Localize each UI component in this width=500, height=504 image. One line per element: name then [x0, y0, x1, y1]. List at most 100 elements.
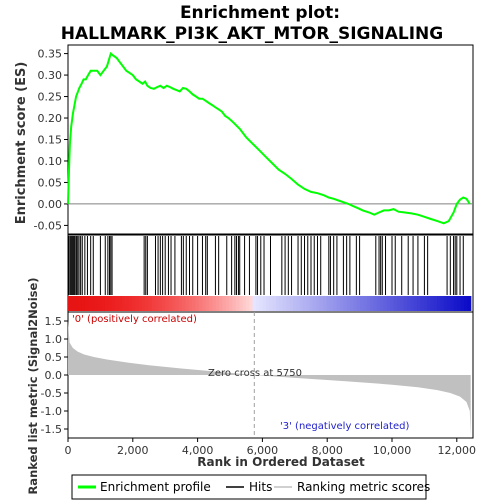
- correlation-band-segment: [282, 296, 287, 311]
- correlation-band-segment: [84, 296, 89, 311]
- es-ytick-label: 0.30: [38, 69, 63, 82]
- es-ytick-label: 0.10: [38, 155, 63, 168]
- x-tick-label: 6,000: [247, 444, 279, 457]
- legend-label-hits: Hits: [249, 480, 272, 494]
- correlation-band-segment: [366, 296, 371, 311]
- correlation-band-segment: [447, 296, 452, 311]
- x-tick-label: 12,000: [438, 444, 477, 457]
- correlation-band-segment: [410, 296, 415, 311]
- correlation-band-segment: [252, 296, 257, 311]
- es-ytick-label: 0.25: [38, 91, 63, 104]
- correlation-band-segment: [269, 296, 274, 311]
- correlation-band-segment: [198, 296, 203, 311]
- x-tick-label: 10,000: [373, 444, 412, 457]
- correlation-band-segment: [319, 296, 324, 311]
- correlation-band-segment: [363, 296, 368, 311]
- x-tick-label: 2,000: [117, 444, 149, 457]
- correlation-band-segment: [229, 296, 234, 311]
- correlation-band-segment: [272, 296, 277, 311]
- metric-ytick-label: -1.5: [41, 423, 62, 436]
- es-ylabel: Enrichment score (ES): [14, 62, 29, 225]
- correlation-band-segment: [182, 296, 187, 311]
- correlation-band-segment: [437, 296, 442, 311]
- metric-ylabel: Ranked list metric (Signal2Noise): [26, 277, 40, 494]
- correlation-band-segment: [316, 296, 321, 311]
- correlation-band-segment: [423, 296, 428, 311]
- positive-label: '0' (positively correlated): [72, 314, 197, 325]
- correlation-band-segment: [296, 296, 301, 311]
- correlation-band-segment: [68, 296, 72, 311]
- metric-area: [68, 321, 471, 437]
- correlation-band-segment: [208, 296, 213, 311]
- correlation-band-segment: [81, 296, 86, 311]
- correlation-band-segment: [215, 296, 220, 311]
- metric-ytick-label: 0.5: [45, 351, 63, 364]
- correlation-band-segment: [259, 296, 264, 311]
- correlation-band-segment: [101, 296, 106, 311]
- legend-label-enrichment: Enrichment profile: [100, 480, 211, 494]
- correlation-band-segment: [98, 296, 103, 311]
- correlation-band-segment: [329, 296, 334, 311]
- chart-title-line2: HALLMARK_PI3K_AKT_MTOR_SIGNALING: [61, 24, 443, 44]
- correlation-band-segment: [262, 296, 267, 311]
- metric-panel: 1.5 1.0 0.5 0.0 -0.5 -1.0 -1.5 Zero cross at 57…: [41, 311, 474, 439]
- correlation-band-segment: [192, 296, 197, 311]
- es-ytick-label: 0.00: [38, 198, 63, 211]
- correlation-band-segment: [292, 296, 297, 311]
- correlation-band-segment: [406, 296, 411, 311]
- x-tick-label: 4,000: [182, 444, 214, 457]
- correlation-band-segment: [396, 296, 401, 311]
- correlation-band-segment: [88, 296, 93, 311]
- correlation-band-segment: [457, 296, 462, 311]
- correlation-band-segment: [430, 296, 435, 311]
- correlation-band-segment: [433, 296, 438, 311]
- x-tick-label: 0: [65, 444, 72, 457]
- correlation-band-segment: [443, 296, 448, 311]
- legend-label-metric: Ranking metric scores: [297, 480, 430, 494]
- es-ytick-label: 0.05: [38, 176, 63, 189]
- correlation-band-segment: [212, 296, 217, 311]
- correlation-band-segment: [464, 296, 468, 311]
- x-tick-label: 8,000: [311, 444, 343, 457]
- es-ytick-label: 0.20: [38, 112, 63, 125]
- correlation-band-segment: [370, 296, 375, 311]
- correlation-band-segment: [453, 296, 458, 311]
- hits-panel: [67, 234, 474, 313]
- correlation-band-segment: [373, 296, 378, 311]
- correlation-band-segment: [312, 296, 317, 311]
- correlation-band-segment: [302, 296, 307, 311]
- correlation-band-segment: [403, 296, 408, 311]
- correlation-band-segment: [125, 296, 130, 311]
- correlation-band-segment: [440, 296, 445, 311]
- negative-label: '3' (negatively correlated): [280, 421, 409, 432]
- legend: Enrichment profile Hits Ranking metric s…: [71, 474, 430, 500]
- correlation-band-segment: [135, 296, 140, 311]
- correlation-band-segment: [413, 296, 418, 311]
- correlation-band-segment: [356, 296, 361, 311]
- correlation-band-segment: [279, 296, 284, 311]
- correlation-band-segment: [390, 296, 395, 311]
- correlation-band-segment: [386, 296, 391, 311]
- correlation-band-segment: [286, 296, 291, 311]
- correlation-band-segment: [161, 296, 166, 311]
- correlation-band-segment: [417, 296, 421, 311]
- correlation-band-segment: [131, 296, 136, 311]
- correlation-band-segment: [219, 296, 223, 311]
- correlation-band-segment: [138, 296, 143, 311]
- correlation-band-segment: [71, 296, 76, 311]
- correlation-band-segment: [118, 296, 123, 311]
- correlation-band-segment: [114, 296, 119, 311]
- correlation-band-segment: [128, 296, 133, 311]
- es-ytick-label: -0.05: [34, 219, 62, 232]
- correlation-band-segment: [383, 296, 388, 311]
- correlation-band-segment: [121, 296, 126, 311]
- correlation-band-segment: [195, 296, 200, 311]
- correlation-band-segment: [172, 296, 176, 311]
- correlation-band-segment: [178, 296, 183, 311]
- correlation-band-segment: [245, 296, 250, 311]
- correlation-band-segment: [326, 296, 331, 311]
- metric-ytick-label: 1.5: [45, 315, 63, 328]
- correlation-band-segment: [336, 296, 341, 311]
